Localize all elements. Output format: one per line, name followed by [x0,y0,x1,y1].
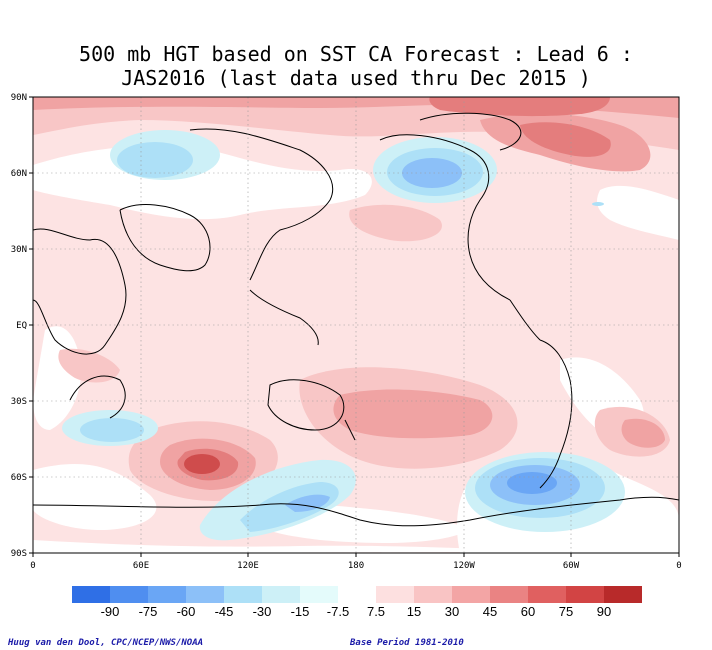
positive-45-75-regions [177,97,611,481]
colorbar-label: -7.5 [326,604,350,619]
lat-label: EQ [16,321,27,331]
lat-axis: 90N 60N 30N EQ 30S 60S 90S [11,93,33,559]
colorbar-label: 60 [520,604,536,619]
colorbar-swatch [452,586,490,603]
lat-label: 60N [11,169,27,179]
continent-outlines [33,112,679,527]
colorbar-swatch [604,586,642,603]
colorbar-swatch [376,586,414,603]
colorbar-swatch [490,586,528,603]
colorbar-swatch [186,586,224,603]
lon-label: 0 [676,561,681,571]
lat-label: 60S [11,473,27,483]
lon-axis: 0 60E 120E 180 120W 60W 0 [30,553,682,571]
negative-regions [62,130,625,541]
colorbar-label: -75 [138,604,158,619]
colorbar-swatch [110,586,148,603]
lon-label: 0 [30,561,35,571]
colorbar-swatch [566,586,604,603]
colorbar-label: 30 [444,604,460,619]
footer-base-period: Base Period 1981-2010 [350,638,464,648]
lat-label: 30S [11,397,27,407]
lon-label: 180 [348,561,364,571]
colorbar-swatch [300,586,338,603]
colorbar-swatch [414,586,452,603]
lat-label: 30N [11,245,27,255]
colorbar-swatch [338,586,376,603]
map-title-line-2: JAS2016 (last data used thru Dec 2015 ) [121,66,591,90]
colorbar-label: -90 [100,604,120,619]
footer-credit: Huug van den Dool, CPC/NCEP/NWS/NOAA [8,638,204,648]
colorbar-label: 15 [406,604,422,619]
colorbar-swatch [72,586,110,603]
lon-label: 120E [237,561,259,571]
colorbar-label: 45 [482,604,498,619]
colorbar-label: -45 [214,604,234,619]
positive-max-core [184,454,220,474]
colorbar-label: -30 [252,604,272,619]
lat-label: 90S [11,549,27,559]
colorbar [72,586,642,603]
lon-label: 120W [453,561,475,571]
colorbar-label: -60 [176,604,196,619]
colorbar-label: 90 [596,604,612,619]
lat-label: 90N [11,93,27,103]
colorbar-swatch [148,586,186,603]
map-title-line-1: 500 mb HGT based on SST CA Forecast : Le… [79,42,633,66]
colorbar-swatch [262,586,300,603]
colorbar-label: 7.5 [366,604,386,619]
colorbar-label: -15 [290,604,310,619]
lon-label: 60E [133,561,149,571]
colorbar-swatch [528,586,566,603]
lon-label: 60W [563,561,580,571]
colorbar-swatch [224,586,262,603]
map-plot-area [33,97,679,553]
colorbar-label: 75 [558,604,574,619]
